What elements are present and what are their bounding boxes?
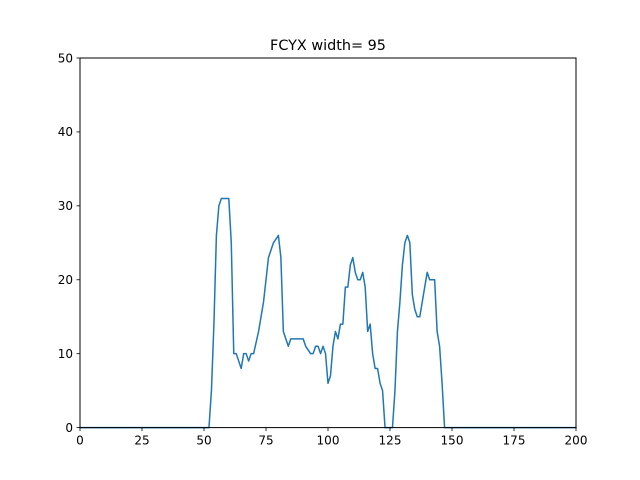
plot-area: 0 25 50 75 100 125 150 175 200 0 10 20 30 40 50: [58, 51, 588, 447]
y-axis: 0 10 20 30 40 50: [58, 51, 80, 435]
axes-frame: [79, 57, 577, 429]
x-tick-label: 175: [503, 434, 526, 448]
x-tick-label: 50: [196, 434, 211, 448]
y-tick-label: 0: [65, 421, 73, 435]
x-axis: 0 25 50 75 100 125 150 175 200: [76, 427, 588, 448]
chart-title: FCYX width= 95: [270, 38, 386, 54]
y-tick-label: 10: [58, 347, 73, 361]
y-tick-label: 40: [58, 125, 73, 139]
x-tick-label: 75: [258, 434, 273, 448]
x-tick-label: 100: [317, 434, 340, 448]
x-tick-label: 150: [441, 434, 464, 448]
x-tick-label: 25: [134, 434, 149, 448]
x-tick-label: 200: [565, 434, 588, 448]
y-tick-label: 50: [58, 51, 73, 65]
series-layer: [79, 197, 577, 429]
y-tick-label: 20: [58, 273, 73, 287]
x-tick-label: 0: [76, 434, 84, 448]
y-tick-label: 30: [58, 199, 73, 213]
series-line-0: [79, 197, 577, 429]
x-tick-label: 125: [379, 434, 402, 448]
